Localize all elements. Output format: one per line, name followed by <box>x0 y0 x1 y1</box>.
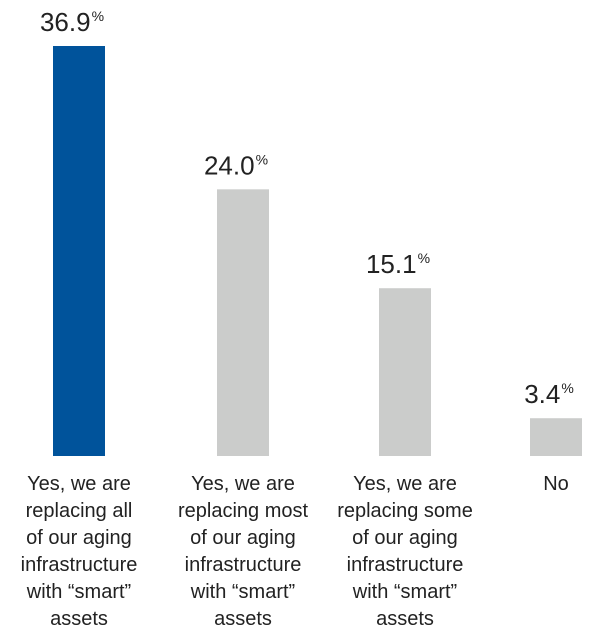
category-label-line: assets <box>376 608 434 630</box>
category-label-3: Yes, we are replacing some of our aging inf… <box>337 473 473 630</box>
value-label-4: 3.4% <box>524 379 574 409</box>
bar-1 <box>53 46 105 456</box>
category-label-line: of our aging <box>190 527 296 549</box>
category-label-line: with “smart” <box>352 581 457 603</box>
category-label-line: No <box>543 473 569 495</box>
category-label-line: replacing most <box>178 500 309 522</box>
category-label-4: No <box>543 473 569 495</box>
value-number: 36.9 <box>40 7 91 37</box>
value-number: 24.0 <box>204 150 255 180</box>
value-label-3: 15.1% <box>366 249 430 279</box>
bar-2 <box>217 189 269 457</box>
value-number: 3.4 <box>524 379 560 409</box>
category-label-line: with “smart” <box>190 581 295 603</box>
value-labels-layer: 36.9%24.0%15.1%3.4% <box>40 7 574 409</box>
category-labels-layer: Yes, we are replacing all of our aging infr… <box>21 473 569 630</box>
category-label-line: assets <box>50 608 108 630</box>
category-label-line: replacing all <box>26 500 133 522</box>
category-label-line: infrastructure <box>347 554 464 576</box>
category-label-line: infrastructure <box>21 554 138 576</box>
category-label-line: of our aging <box>26 527 132 549</box>
category-label-line: assets <box>214 608 272 630</box>
value-unit: % <box>256 151 268 167</box>
category-label-line: replacing some <box>337 500 473 522</box>
value-label-1: 36.9% <box>40 7 104 37</box>
value-unit: % <box>418 250 430 266</box>
bars-layer <box>53 46 582 457</box>
category-label-2: Yes, we are replacing most of our aging inf… <box>178 473 309 630</box>
category-label-line: infrastructure <box>185 554 302 576</box>
category-label-line: of our aging <box>352 527 458 549</box>
category-label-line: with “smart” <box>26 581 131 603</box>
category-label-1: Yes, we are replacing all of our aging infr… <box>21 473 138 630</box>
bar-3 <box>379 288 431 456</box>
value-unit: % <box>561 380 573 396</box>
category-label-line: Yes, we are <box>27 473 131 495</box>
value-label-2: 24.0% <box>204 150 268 180</box>
bar-4 <box>530 418 582 456</box>
value-unit: % <box>92 8 104 24</box>
category-label-line: Yes, we are <box>353 473 457 495</box>
category-label-line: Yes, we are <box>191 473 295 495</box>
value-number: 15.1 <box>366 249 417 279</box>
